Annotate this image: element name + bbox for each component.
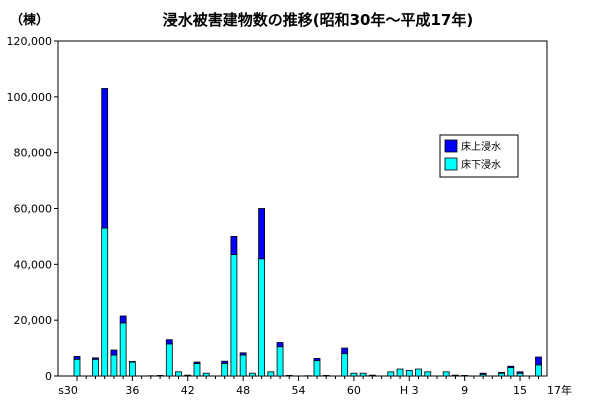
bar-H13-lower [498, 372, 505, 377]
bar-S52-lower [276, 346, 284, 377]
bar-S48-upper [239, 352, 247, 356]
bar-S62-lower [368, 374, 376, 377]
x-tick-label: 54 [292, 384, 306, 397]
bar-S50-upper [258, 208, 266, 260]
bar-H2-lower [396, 368, 404, 377]
bar-S33-lower [101, 227, 109, 377]
y-tick-label: 120,000 [7, 35, 53, 48]
bar-S36-upper [128, 361, 136, 363]
bar-S52-upper [276, 342, 284, 348]
plot-area [57, 40, 548, 377]
bar-H15-lower [516, 372, 524, 377]
bar-H1-lower [387, 371, 395, 377]
bar-S40-lower [165, 343, 173, 377]
legend-label: 床上浸水 [461, 140, 501, 153]
legend-swatch [444, 157, 458, 171]
bar-S32-lower [92, 358, 99, 377]
chart-title: 浸水被害建物数の推移(昭和30年～平成17年) [163, 11, 473, 29]
bar-H7-lower [442, 371, 450, 377]
bar-S34-lower [110, 354, 118, 377]
bar-S41-lower [175, 371, 182, 377]
y-tick-label: 60,000 [14, 203, 53, 216]
bar-S49-lower [248, 372, 256, 377]
bar-H17-lower [535, 364, 542, 377]
bar-S53-lower [285, 375, 293, 377]
bar-S42-lower [184, 374, 192, 377]
legend-label: 床下浸水 [461, 158, 501, 171]
bar-S32-upper [92, 357, 99, 360]
bar-S59-lower [341, 353, 349, 377]
bar-S57-lower [322, 375, 330, 377]
y-axis: 0 20,000 40,000 60,000 80,000 100,000 120,000 [7, 35, 58, 383]
x-tick-label: 17年 [547, 383, 572, 397]
bar-H4-lower [415, 368, 422, 377]
bar-H14-lower [507, 367, 515, 377]
y-tick-label: 80,000 [14, 147, 53, 160]
y-tick-label: 20,000 [14, 314, 53, 327]
bar-S46-upper [221, 360, 229, 364]
x-tick-label: 15 [513, 384, 527, 397]
y-unit-label: （棟） [10, 12, 49, 28]
x-tick-label: 36 [125, 384, 139, 397]
bar-S50-lower [258, 258, 266, 377]
bar-H13-upper [498, 371, 505, 374]
bar-H5-lower [424, 371, 432, 377]
bar-S47-upper [230, 236, 238, 255]
x-tick-label: 48 [236, 384, 250, 397]
bar-S33-upper [101, 88, 109, 229]
bar-H15-upper [516, 371, 524, 374]
bar-S43-upper [193, 361, 201, 364]
y-tick-label: 40,000 [14, 258, 53, 271]
bar-S56-lower [313, 360, 321, 377]
bar-S40-upper [165, 339, 173, 345]
bar-S46-lower [221, 363, 229, 377]
x-tick-label: H 3 [400, 384, 419, 397]
bar-H11-upper [479, 372, 487, 375]
y-tick-label: 0 [45, 370, 52, 383]
x-tick-label: 9 [461, 384, 468, 397]
bar-H17-upper [535, 356, 542, 366]
bar-S36-lower [128, 361, 136, 377]
x-tick-label: 60 [347, 384, 361, 397]
bar-H14-upper [507, 365, 515, 369]
x-axis: s30 36 42 48 54 60 H 3 9 15 17年 [58, 376, 572, 397]
bar-S59-upper [341, 347, 349, 355]
bar-S35-upper [119, 315, 127, 324]
bar-S34-upper [110, 349, 118, 356]
bar-H3-lower [405, 370, 413, 377]
bar-S39-lower [156, 375, 164, 377]
x-tick-label: 42 [181, 384, 195, 397]
bar-H8-lower [452, 374, 459, 377]
bar-S47-lower [230, 254, 238, 377]
bar-S30-upper [73, 356, 81, 360]
bar-S61-lower [359, 372, 367, 377]
bar-S43-lower [193, 363, 201, 377]
bar-S44-lower [202, 372, 210, 377]
x-tick-label: s30 [58, 384, 78, 397]
bar-S56-upper [313, 358, 321, 362]
y-tick-label: 100,000 [7, 91, 53, 104]
bar-S30-lower [73, 358, 81, 377]
bar-S51-lower [267, 371, 275, 377]
bar-H9-lower [461, 375, 469, 377]
bar-S48-lower [239, 354, 247, 377]
legend-swatch [444, 139, 458, 153]
bars [73, 88, 542, 377]
bar-S60-lower [350, 372, 358, 377]
bar-S35-lower [119, 322, 127, 377]
